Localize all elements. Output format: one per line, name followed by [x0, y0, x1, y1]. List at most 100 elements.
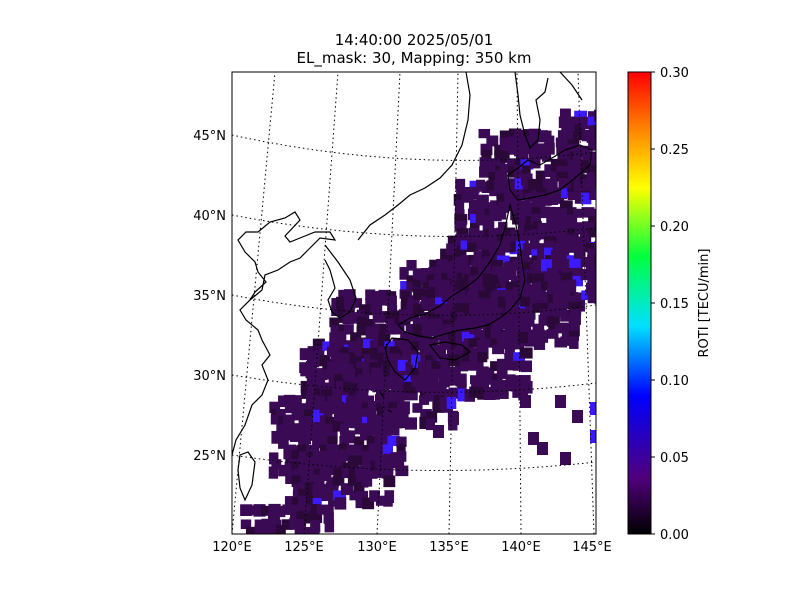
roti-cell — [341, 347, 354, 359]
roti-cell — [538, 229, 548, 240]
roti-cell — [403, 375, 415, 387]
roti-cell — [547, 280, 557, 292]
roti-cell — [482, 273, 495, 285]
coastlines — [232, 72, 593, 502]
roti-cell — [299, 348, 311, 361]
roti-cell — [558, 234, 568, 246]
roti-cell — [594, 254, 596, 267]
roti-cell — [278, 436, 289, 449]
roti-cell — [346, 444, 359, 454]
roti-cell — [572, 410, 583, 423]
roti-cell — [355, 496, 368, 509]
roti-cell — [488, 242, 501, 252]
roti-cell — [267, 512, 280, 524]
roti-cell — [517, 332, 529, 344]
roti-cell — [546, 287, 558, 299]
roti-cell — [335, 380, 348, 391]
roti-cell — [305, 489, 318, 501]
roti-cell — [479, 157, 489, 168]
roti-cell — [500, 179, 510, 193]
roti-cell — [484, 281, 496, 292]
roti-cell — [478, 128, 491, 139]
roti-cell — [587, 116, 596, 126]
roti-cell — [554, 273, 564, 286]
roti-cell — [305, 460, 316, 471]
roti-cell — [504, 352, 515, 364]
roti-cell — [405, 324, 417, 336]
roti-cell — [312, 437, 322, 449]
roti-cell — [291, 497, 302, 510]
roti-cell — [304, 416, 314, 427]
roti-cell — [490, 338, 501, 348]
roti-cell — [572, 242, 586, 253]
roti-cell — [361, 402, 374, 414]
roti-cell — [361, 476, 373, 487]
roti-cell — [354, 407, 365, 419]
roti-cell — [517, 249, 530, 261]
roti-cell — [354, 393, 366, 406]
roti-cell — [441, 367, 451, 380]
roti-cell — [383, 368, 396, 378]
roti-cell — [350, 332, 362, 342]
roti-cell — [332, 421, 344, 432]
roti-cell — [442, 309, 453, 320]
roti-cell — [529, 235, 540, 248]
roti-cell — [260, 505, 272, 516]
roti-cell — [569, 330, 579, 341]
roti-cell — [341, 462, 352, 473]
roti-cell — [387, 435, 400, 446]
roti-cell — [343, 297, 356, 309]
roti-cell — [477, 387, 489, 400]
roti-cell — [541, 150, 552, 162]
roti-cell — [454, 220, 467, 232]
roti-cell — [297, 444, 308, 454]
roti-cell — [538, 330, 549, 343]
roti-cell — [399, 267, 409, 280]
roti-cell — [579, 145, 591, 158]
roti-cell — [372, 312, 385, 323]
roti-cell — [494, 144, 506, 156]
roti-cell — [383, 462, 394, 475]
roti-cell — [356, 337, 367, 347]
roti-cell — [375, 495, 387, 506]
roti-cell — [399, 309, 411, 322]
roti-cell — [371, 367, 381, 381]
roti-cell — [377, 374, 389, 385]
roti-cell — [454, 346, 465, 358]
roti-cell — [443, 324, 455, 334]
roti-cell — [548, 322, 559, 333]
roti-cell — [594, 215, 596, 228]
roti-cell — [348, 455, 358, 468]
roti-cell — [348, 341, 359, 353]
roti-cell — [276, 409, 286, 422]
roti-cell — [357, 383, 369, 393]
roti-cell — [499, 163, 509, 173]
roti-cell — [454, 289, 466, 299]
roti-cell — [566, 234, 576, 245]
roti-cell — [412, 268, 424, 280]
roti-cell — [580, 234, 590, 244]
roti-cell — [404, 417, 418, 430]
roti-cell — [496, 331, 509, 344]
roti-cell — [466, 236, 480, 246]
roti-cell — [505, 296, 519, 307]
roti-cell — [355, 467, 368, 478]
roti-cell — [473, 250, 484, 264]
roti-cell — [436, 258, 449, 269]
roti-cell — [268, 466, 279, 479]
roti-cell — [530, 214, 542, 225]
roti-cell — [271, 430, 282, 444]
roti-cell — [542, 178, 554, 189]
roti-cell — [447, 266, 458, 279]
roti-cell — [475, 213, 489, 226]
roti-cell — [331, 394, 343, 408]
roti-cell — [558, 116, 571, 129]
roti-cell — [343, 324, 354, 335]
lon-label-145: 145°E — [572, 540, 612, 555]
roti-cell — [512, 360, 523, 371]
roti-cell — [449, 326, 461, 339]
roti-cell — [475, 329, 488, 340]
roti-cell — [561, 266, 571, 278]
roti-cell — [593, 278, 596, 292]
